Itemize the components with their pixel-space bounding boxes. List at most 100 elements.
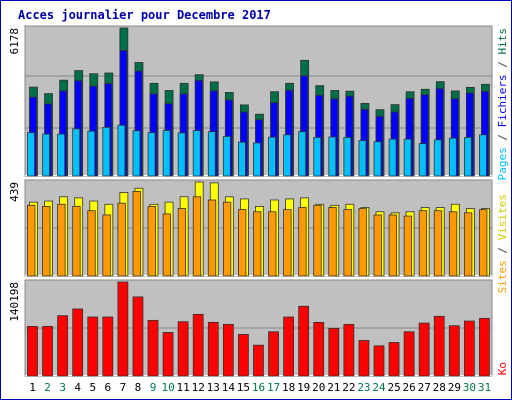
bar-pages [313, 137, 322, 177]
x-tick-label: 23 [357, 381, 370, 394]
bar-ko [373, 345, 385, 377]
bar-ko [87, 316, 99, 377]
bar-sites [132, 191, 141, 277]
bar-ko [313, 321, 325, 377]
bar-pages [27, 132, 35, 177]
x-tick-label: 1 [29, 381, 36, 394]
bar-pages [448, 137, 457, 177]
x-tick-label: 11 [177, 381, 190, 394]
bar-pages [87, 130, 96, 177]
bar-ko [479, 317, 490, 377]
bar-sites [117, 202, 126, 277]
x-tick-label: 17 [267, 381, 280, 394]
bar-sites [162, 213, 171, 277]
chart-title: Acces journalier pour Decembre 2017 [18, 8, 271, 22]
bar-sites [313, 204, 322, 277]
bar-sites [238, 209, 247, 277]
x-tick-label: 2 [44, 381, 51, 394]
legend-part: Pages [496, 147, 509, 180]
bar-sites [102, 214, 111, 277]
bar-pages [207, 131, 216, 177]
bars-layer [27, 27, 490, 377]
bar-ko [102, 316, 114, 377]
bar-sites [192, 196, 202, 277]
bar-ko [433, 315, 445, 377]
y-max-labels: 6178 439 140198 [8, 28, 21, 322]
bar-sites [448, 211, 458, 277]
x-tick-label: 22 [342, 381, 355, 394]
x-tick-label: 9 [150, 381, 157, 394]
x-tick-label: 10 [161, 381, 174, 394]
x-tick-label: 7 [120, 381, 127, 394]
bar-sites [268, 211, 277, 277]
bar-sites [418, 210, 428, 277]
bar-ko [418, 322, 430, 377]
bar-pages [343, 137, 352, 177]
bar-sites [358, 208, 367, 277]
x-tick-label: 24 [372, 381, 386, 394]
bar-pages [222, 136, 231, 177]
bar-pages [328, 136, 337, 177]
bar-pages [358, 140, 367, 177]
bar-pages [433, 139, 442, 177]
bar-ko [238, 334, 249, 377]
x-tick-label: 28 [433, 381, 446, 394]
bar-sites [207, 199, 217, 277]
bar-ko [222, 323, 234, 377]
x-tick-label: 13 [207, 381, 220, 394]
x-tick-label: 19 [297, 381, 310, 394]
x-tick-label: 26 [403, 381, 416, 394]
bar-pages [283, 134, 291, 177]
bar-pages [298, 131, 307, 177]
bar-pages [388, 138, 397, 177]
bar-pages [479, 134, 487, 177]
bar-ko [147, 319, 159, 377]
side-legend-top: Pages / Fichiers / Hits [496, 28, 509, 180]
bar-sites [87, 210, 96, 277]
bar-ko [132, 296, 144, 377]
x-tick-label: 25 [387, 381, 400, 394]
bar-pages [117, 124, 126, 177]
x-tick-label: 27 [418, 381, 431, 394]
bar-ko [283, 316, 294, 377]
bar-sites [388, 214, 397, 277]
bar-ko [268, 331, 279, 377]
bar-ko [192, 313, 204, 377]
bar-ko [343, 323, 355, 377]
x-tick-label: 3 [59, 381, 66, 394]
x-tick-label: 31 [478, 381, 491, 394]
bar-pages [418, 143, 427, 177]
bar-sites [298, 207, 307, 277]
x-tick-label: 5 [89, 381, 96, 394]
bar-pages [162, 130, 171, 177]
x-tick-label: 18 [282, 381, 295, 394]
bar-pages [147, 132, 156, 177]
bar-ko [117, 281, 129, 377]
bar-ko [72, 308, 84, 377]
bar-pages [42, 133, 50, 177]
bar-ko [162, 332, 174, 377]
bar-sites [373, 214, 382, 277]
bar-ko [298, 305, 310, 377]
bar-sites [42, 206, 51, 277]
bar-pages [72, 128, 81, 177]
legend-part: Ko [496, 362, 509, 375]
y-max-label: 439 [8, 182, 21, 202]
bar-pages [373, 141, 382, 177]
bar-ko [388, 342, 400, 377]
x-tick-label: 21 [327, 381, 340, 394]
bar-sites [479, 209, 488, 277]
x-tick-label: 15 [237, 381, 250, 394]
bar-ko [403, 331, 415, 377]
x-axis-labels: 1 2 3 4 5 6 7 8 9 10 11 12 13 14 15 16 17 18 19 20 21 22 23 24 2… [29, 381, 491, 394]
bar-pages [132, 130, 141, 177]
bar-sites [253, 211, 262, 277]
x-tick-label: 20 [312, 381, 325, 394]
bar-sites [328, 207, 337, 277]
bar-pages [177, 132, 186, 177]
bar-sites [222, 201, 232, 277]
x-tick-label: 8 [135, 381, 142, 394]
legend-part: / [496, 55, 509, 75]
bar-ko [253, 344, 264, 377]
